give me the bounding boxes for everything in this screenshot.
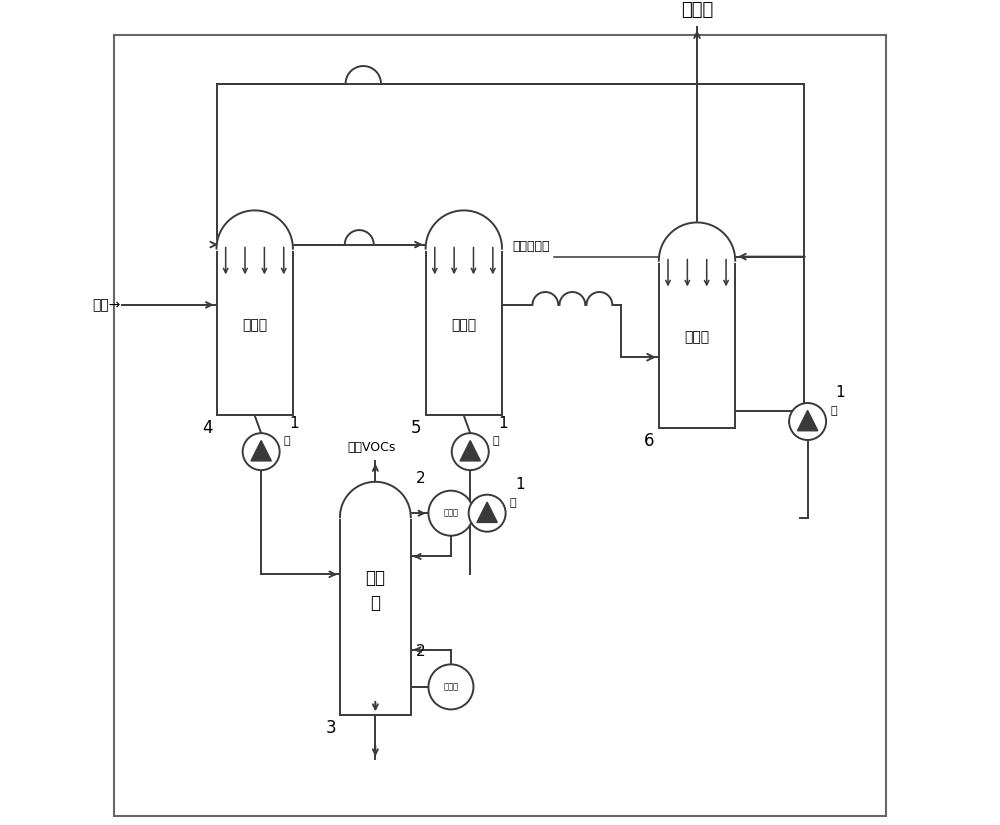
Text: 2: 2 — [416, 470, 426, 486]
Circle shape — [428, 491, 473, 535]
Text: 回收VOCs: 回收VOCs — [347, 441, 396, 455]
Text: 泵: 泵 — [510, 497, 516, 507]
Text: 1: 1 — [498, 416, 508, 431]
Text: 泵: 泵 — [830, 406, 837, 416]
Circle shape — [428, 664, 473, 710]
Circle shape — [243, 433, 280, 470]
Polygon shape — [251, 441, 271, 461]
Polygon shape — [217, 210, 293, 248]
Polygon shape — [659, 261, 735, 427]
Text: 3: 3 — [325, 719, 336, 737]
Text: 吸收液: 吸收液 — [684, 330, 710, 344]
Circle shape — [789, 403, 826, 440]
Text: 废气→: 废气→ — [92, 298, 120, 312]
Text: 1: 1 — [289, 416, 299, 431]
Polygon shape — [477, 502, 497, 522]
Circle shape — [452, 433, 489, 470]
Circle shape — [469, 495, 506, 531]
Polygon shape — [460, 441, 480, 461]
Text: 净化气: 净化气 — [681, 2, 713, 20]
Polygon shape — [659, 223, 735, 261]
Text: 换热器: 换热器 — [443, 682, 458, 691]
Text: 泵: 泵 — [284, 436, 290, 446]
Text: 1: 1 — [515, 477, 525, 493]
Text: 吸收液: 吸收液 — [242, 318, 267, 332]
Text: 吸收剂入口: 吸收剂入口 — [513, 239, 550, 252]
Text: 换热器: 换热器 — [443, 509, 458, 517]
Text: 2: 2 — [416, 644, 426, 659]
Text: 4: 4 — [202, 419, 212, 437]
Polygon shape — [797, 410, 818, 431]
Text: 1: 1 — [836, 385, 845, 400]
Polygon shape — [340, 482, 411, 517]
Text: 6: 6 — [644, 431, 655, 450]
Text: 精馏
塔: 精馏 塔 — [365, 569, 385, 612]
Polygon shape — [426, 248, 502, 416]
Polygon shape — [340, 517, 411, 715]
Polygon shape — [426, 210, 502, 248]
Polygon shape — [217, 248, 293, 416]
Text: 5: 5 — [411, 419, 422, 437]
Text: 吸收液: 吸收液 — [451, 318, 476, 332]
Text: 泵: 泵 — [493, 436, 499, 446]
